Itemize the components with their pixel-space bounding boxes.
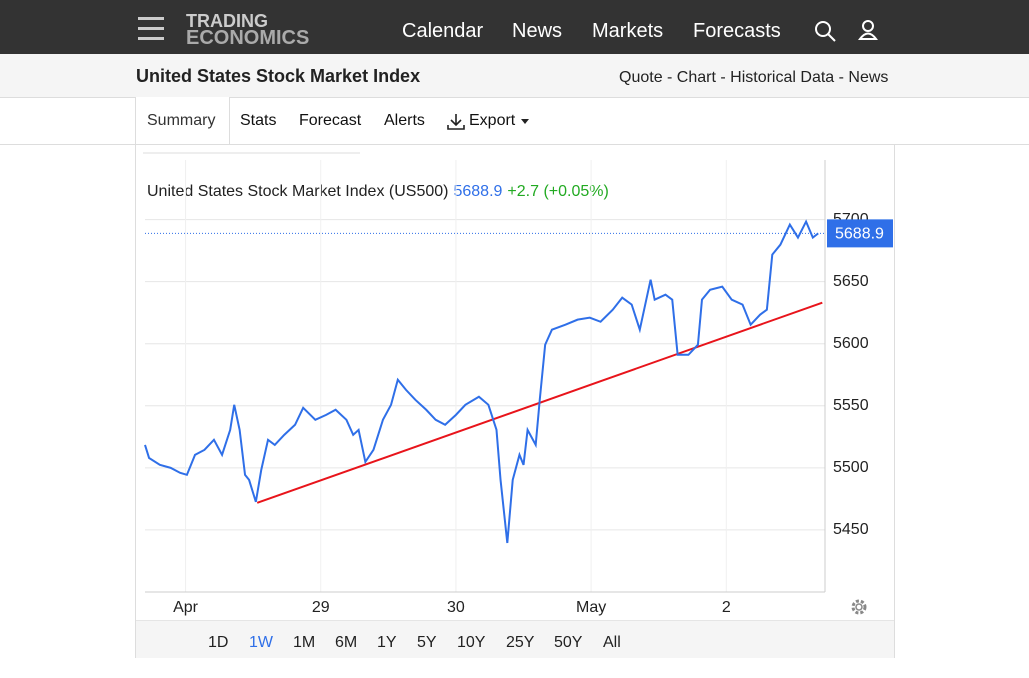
settings-icon[interactable] [851,599,867,615]
range-button[interactable]: 1Y [377,634,397,651]
last-price-label: 5688.9 [835,226,884,243]
active-tab [135,97,230,145]
caret [521,119,529,124]
chart-legend: United States Stock Market Index (US500)… [147,183,609,200]
x-tick-label: 29 [312,599,330,616]
tab-divider [0,144,1029,145]
range-button[interactable]: 10Y [457,634,486,651]
tab[interactable]: Summary [147,112,216,129]
range-bar [136,620,894,658]
legend-part: 5688.9 [453,183,502,200]
tab[interactable]: Forecast [299,112,362,129]
menu-icon[interactable] [138,17,166,41]
nav-link[interactable]: Calendar [402,20,484,42]
range-button[interactable]: 1W [249,634,273,651]
legend-part: +2.7 (+0.05%) [507,183,608,200]
search-icon[interactable] [814,20,838,44]
tab[interactable]: Stats [240,112,277,129]
x-tick-label: 30 [447,599,465,616]
export-icon [447,114,465,130]
logo[interactable]: TRADING ECONOMICS [186,11,310,49]
range-button[interactable]: 6M [335,634,358,651]
sub-header: United States Stock Market Index Quote -… [0,54,1029,98]
logo-bottom: ECONOMICS [186,27,310,49]
nav-link[interactable]: News [512,20,563,42]
x-tick-label: Apr [173,599,199,616]
y-tick-label: 5650 [833,273,869,290]
range-button[interactable]: 1D [208,634,229,651]
tab[interactable]: Export [469,112,516,129]
tab[interactable]: Alerts [384,112,425,129]
range-button[interactable]: 25Y [506,634,535,651]
x-tick-label: May [576,599,606,616]
range-button[interactable]: 50Y [554,634,583,651]
nav-link[interactable]: Forecasts [693,20,781,42]
y-tick-label: 5600 [833,335,869,352]
range-button[interactable]: 1M [293,634,316,651]
x-tick-label: 2 [722,599,731,616]
page-title: United States Stock Market Index [136,66,421,86]
logo-top: TRADING [186,11,268,31]
nav-link[interactable]: Markets [592,20,664,42]
y-tick-label: 5550 [833,397,869,414]
top-nav: TRADING ECONOMICS Calendar News Markets … [0,0,1029,54]
range-button[interactable]: All [603,634,621,651]
user-icon[interactable] [858,20,880,42]
y-tick-label: 5500 [833,459,869,476]
price-line [144,219,819,544]
range-button[interactable]: 5Y [417,634,437,651]
last-price-badge [827,219,893,248]
legend-part: United States Stock Market Index (US500) [147,183,448,200]
y-tick-label: 5450 [833,521,869,538]
header-links[interactable]: Quote - Chart - Historical Data - News [619,69,889,86]
